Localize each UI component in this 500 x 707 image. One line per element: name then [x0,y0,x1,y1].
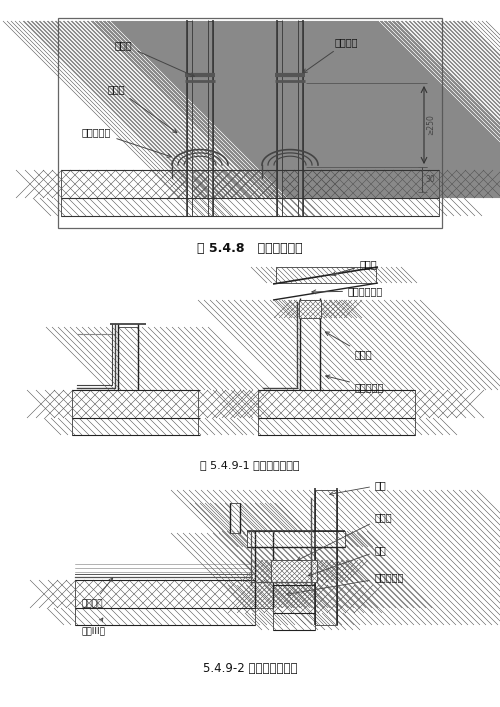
Bar [61,198,187,216]
Text: 卷材防水层: 卷材防水层 [286,572,405,596]
Bar [75,580,255,608]
Text: 卷材防水层: 卷材防水层 [82,127,172,158]
Text: 人孔版: 人孔版 [332,259,378,276]
Bar [247,531,345,547]
Bar [273,585,315,613]
Bar [230,503,240,533]
Text: 附加层: 附加层 [108,84,177,133]
Bar [75,608,255,625]
Text: 卷材封堵: 卷材封堵 [82,578,112,608]
Bar [61,170,187,198]
Text: 渣步: 渣步 [308,545,387,576]
Bar [61,170,187,198]
Bar [258,390,415,418]
Bar [300,300,320,390]
Bar [247,531,345,547]
Text: 图 5.4.8   伸出屋面管道: 图 5.4.8 伸出屋面管道 [197,242,303,255]
Bar [300,300,320,390]
Bar [72,390,198,418]
Bar [273,613,315,630]
Bar [255,533,273,608]
Bar [187,21,192,198]
Bar [187,21,192,198]
Bar [315,490,337,625]
Bar [208,21,213,198]
Bar [72,390,198,418]
Text: 海床III种: 海床III种 [82,618,106,635]
Bar [208,21,213,198]
Text: 附加层: 附加层 [326,332,372,359]
Bar [303,170,439,198]
Text: 护墙: 护墙 [330,480,387,496]
Bar [303,170,439,198]
Bar [230,503,240,533]
Text: ≥250: ≥250 [426,115,435,136]
Bar [75,580,255,608]
Bar [58,18,442,228]
Bar [72,418,198,435]
Bar [273,585,315,613]
Bar [213,170,277,198]
Text: 附加层: 附加层 [298,512,392,561]
Bar [276,267,376,283]
Bar [271,560,317,582]
Bar [258,418,415,435]
Text: 30: 30 [425,175,435,184]
Text: 金属箍: 金属箍 [115,40,194,76]
Bar [118,327,138,390]
Bar [298,21,303,198]
Bar [299,300,321,318]
Text: 密封材料: 密封材料 [303,37,358,73]
Text: 混凝土压顶用: 混凝土压顶用 [312,286,384,296]
Text: 5.4.9-2 屋面水平出入口: 5.4.9-2 屋面水平出入口 [203,662,297,675]
Bar [258,390,415,418]
Bar [315,490,337,625]
Bar [299,300,321,318]
Bar [277,21,282,198]
Bar [303,198,439,216]
Bar [75,608,255,625]
Bar [72,418,198,435]
Text: 图 5.4.9-1 屋面垂直出入口: 图 5.4.9-1 屋面垂直出入口 [200,460,300,470]
Bar [303,198,439,216]
Bar [277,21,282,198]
Bar [258,418,415,435]
Bar [273,613,315,630]
Bar [271,560,317,582]
Bar [213,170,277,198]
Bar [298,21,303,198]
Bar [255,533,273,608]
Bar [61,198,187,216]
Bar [118,327,138,390]
Bar [213,198,277,216]
Bar [276,267,376,283]
Text: 卷材防水层: 卷材防水层 [326,375,384,392]
Bar [213,198,277,216]
